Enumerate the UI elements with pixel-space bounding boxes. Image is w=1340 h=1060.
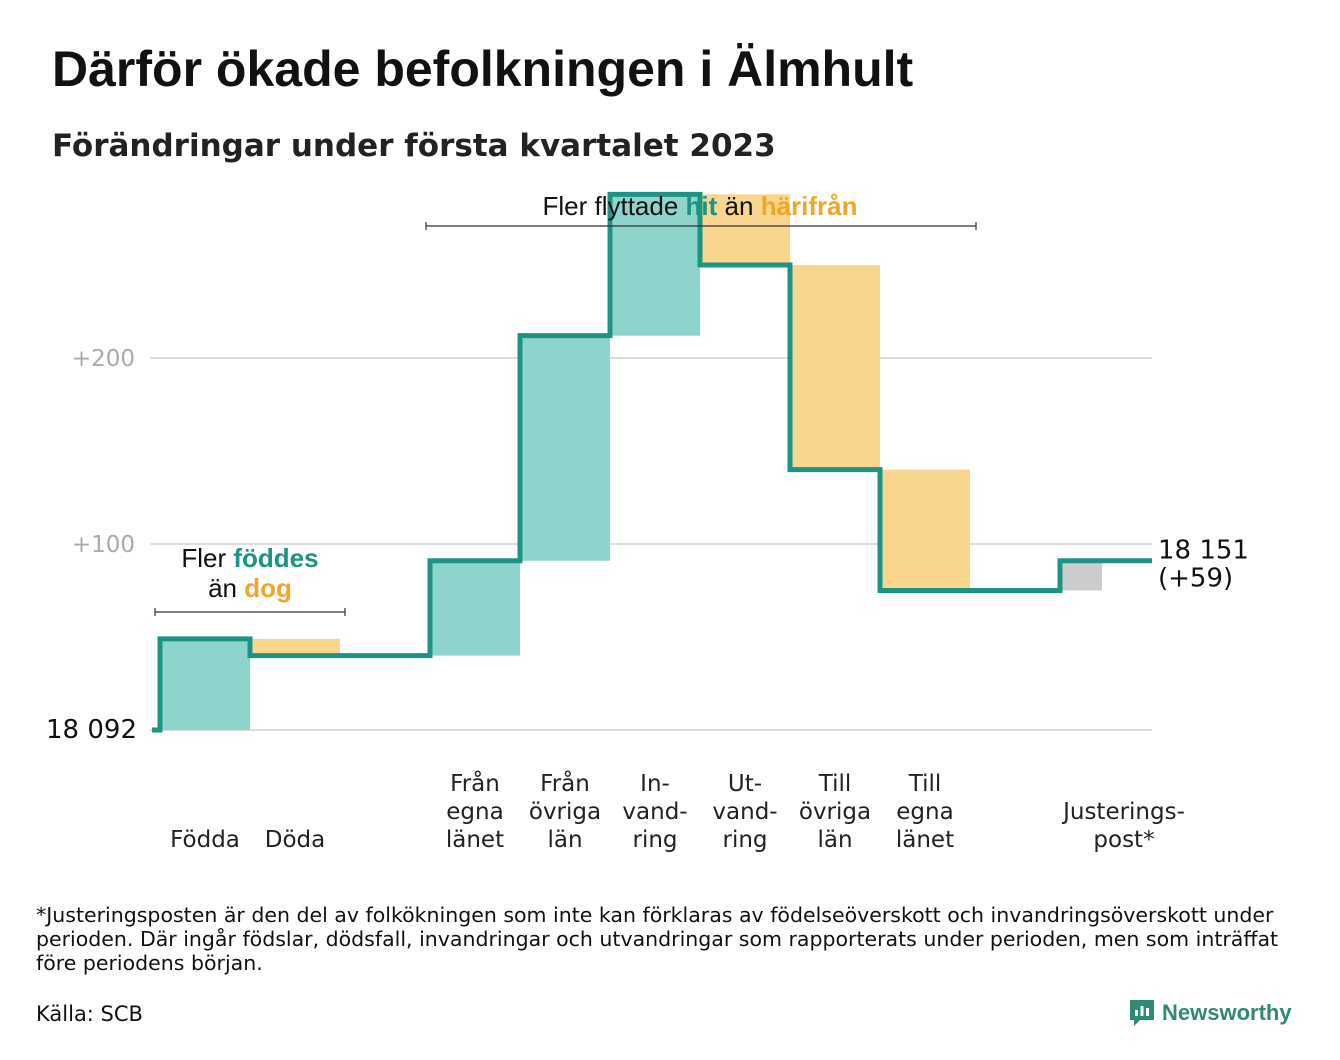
moves-annotation: Fler flyttade hit än härifrån — [542, 191, 857, 221]
end-value-label: 18 151 — [1158, 536, 1249, 566]
category-label: egna — [446, 799, 503, 825]
newsworthy-logo-icon — [1130, 1000, 1154, 1026]
births-annotation-line1: Fler föddes — [181, 543, 318, 573]
bar-8 — [1062, 560, 1102, 591]
category-label: ring — [722, 827, 767, 853]
category-label: vand- — [712, 799, 777, 825]
category-label: vand- — [622, 799, 687, 825]
y-tick-label: +100 — [72, 532, 135, 558]
category-label: län — [817, 827, 852, 853]
category-label: In- — [640, 771, 670, 797]
footnote: *Justeringsposten är den del av folkökni… — [36, 903, 1279, 975]
chart-title: Därför ökade befolkningen i Älmhult — [52, 41, 914, 97]
end-change-label: (+59) — [1158, 564, 1233, 594]
category-label: län — [547, 827, 582, 853]
brand-logo: Newsworthy — [1128, 996, 1292, 1030]
ann-text: Fler — [181, 543, 233, 573]
category-label: Till — [908, 771, 942, 797]
source-note: Källa: SCB — [36, 1002, 143, 1026]
ann-text: Fler flyttade — [542, 191, 685, 221]
category-label: länet — [896, 827, 954, 853]
line-layer — [152, 191, 1152, 733]
ann-highlight-orange: dog — [244, 573, 292, 603]
bar-2 — [430, 560, 520, 656]
ann-highlight-teal: hit — [686, 191, 718, 221]
ann-highlight-teal: föddes — [233, 543, 318, 573]
chart-subtitle: Förändringar under första kvartalet 2023 — [52, 128, 776, 164]
category-label: övriga — [799, 799, 871, 825]
bar-4 — [610, 194, 700, 336]
category-label: post* — [1093, 827, 1154, 853]
category-label: egna — [896, 799, 953, 825]
grid-layer — [150, 357, 1152, 731]
category-label: Födda — [170, 827, 240, 853]
bar-7 — [880, 469, 970, 591]
brand-name: Newsworthy — [1162, 1000, 1292, 1025]
bar-0 — [160, 638, 250, 730]
births-annotation-line2: än dog — [208, 573, 292, 603]
category-label: Från — [450, 769, 500, 797]
bar-5 — [700, 194, 790, 265]
cumulative-step-line — [152, 191, 1152, 733]
category-label: Från — [540, 769, 590, 797]
bar-3 — [520, 335, 610, 561]
category-label: Till — [818, 771, 852, 797]
ann-text: än — [208, 573, 244, 603]
y-tick-label: +200 — [72, 346, 135, 372]
category-label: länet — [446, 827, 504, 853]
ann-highlight-orange: härifrån — [761, 191, 858, 221]
bar-1 — [250, 638, 340, 656]
bar-6 — [790, 265, 880, 470]
category-label: övriga — [529, 799, 601, 825]
bar-layer — [160, 194, 1102, 730]
start-value-label: 18 092 — [46, 715, 137, 745]
category-label: Ut- — [728, 771, 762, 797]
ann-text: än — [717, 191, 760, 221]
category-label: Justerings- — [1061, 799, 1185, 825]
category-label: Döda — [265, 827, 325, 853]
category-label: ring — [632, 827, 677, 853]
